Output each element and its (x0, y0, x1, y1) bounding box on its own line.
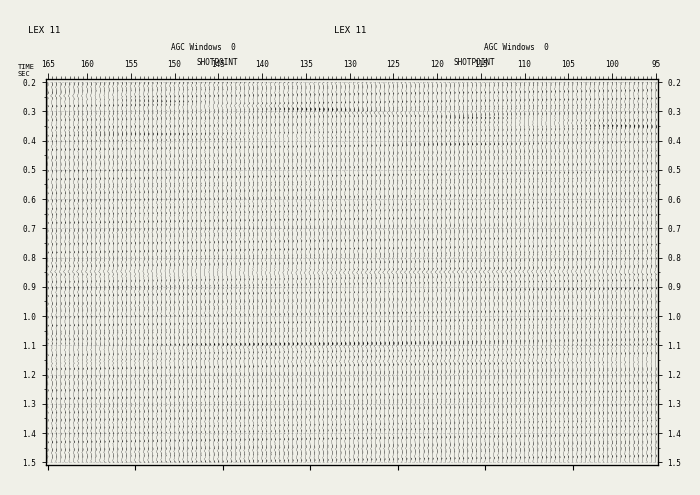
Text: SHOTPOINT: SHOTPOINT (454, 58, 495, 67)
Text: AGC Windows  0: AGC Windows 0 (171, 43, 235, 52)
Text: TIME
SEC: TIME SEC (18, 64, 34, 77)
Text: LEX 11: LEX 11 (28, 26, 60, 35)
Text: AGC Windows  0: AGC Windows 0 (484, 43, 549, 52)
Text: SHOTPOINT: SHOTPOINT (196, 58, 238, 67)
Text: LEX 11: LEX 11 (334, 26, 366, 35)
